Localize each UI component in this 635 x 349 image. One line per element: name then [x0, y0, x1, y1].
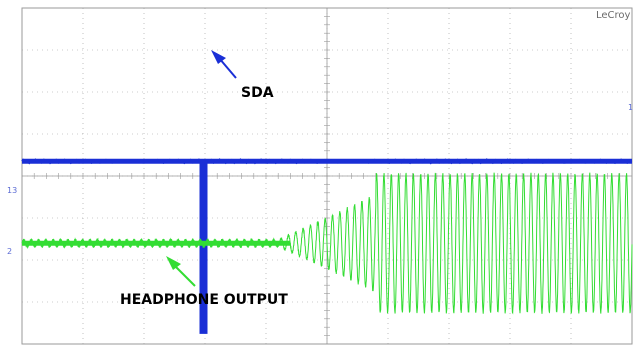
headphone-annotation-label: HEADPHONE OUTPUT [120, 292, 288, 308]
headphone-arrow-line [173, 264, 196, 287]
headphone-trace [21, 172, 633, 315]
channel-marker-ch1: 1 [628, 103, 633, 112]
annotations: SDA HEADPHONE OUTPUT [120, 50, 288, 308]
sda-arrow-line [218, 57, 237, 79]
traces [21, 158, 633, 334]
channel-marker-ch3: 13 [7, 186, 17, 195]
sda-annotation-label: SDA [241, 85, 274, 101]
channel-marker-ch2: 2 [7, 247, 12, 256]
headphone-arrow-head [166, 256, 181, 270]
sda-arrow-head [211, 50, 226, 64]
brand-label: LeCroy [596, 10, 631, 21]
sda-noise [21, 158, 633, 165]
